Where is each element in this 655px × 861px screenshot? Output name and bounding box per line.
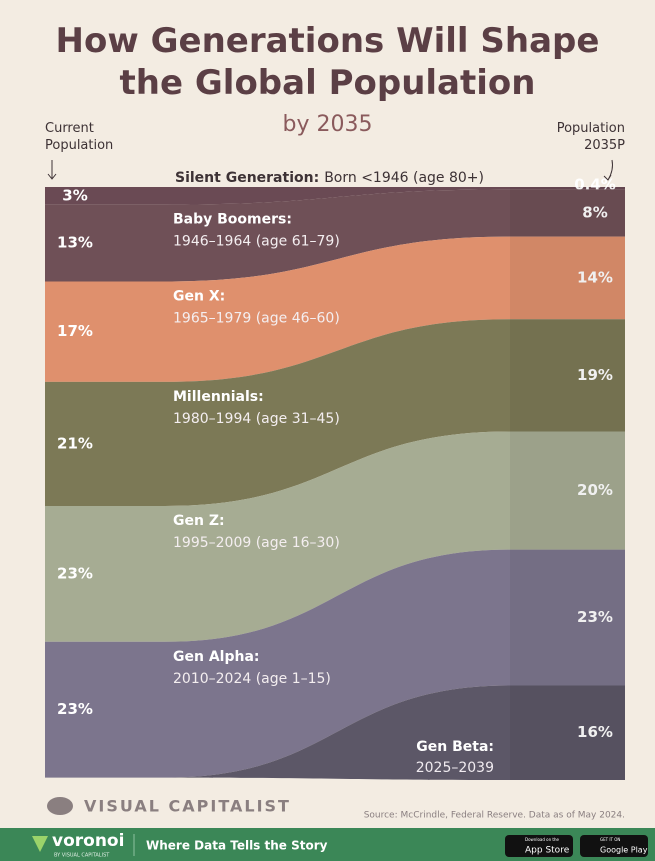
value-label: 23% [577, 608, 613, 626]
value-label: 0.4% [574, 176, 616, 194]
publisher: VISUAL CAPITALIST [84, 797, 291, 816]
generation-name: Gen Z: [173, 513, 225, 529]
value-label: 8% [582, 203, 607, 221]
app-sub: BY VISUAL CAPITALIST [54, 853, 110, 859]
axis-arrow [603, 159, 613, 181]
generation-years: 1980–1994 (age 31–45) [173, 411, 340, 427]
logo-mark [47, 797, 73, 815]
right-axis-label: Population 2035P [556, 121, 625, 153]
value-label: 23% [57, 564, 93, 582]
flow-band [45, 236, 625, 382]
value-label: 23% [57, 700, 93, 718]
flow-band [45, 549, 625, 778]
app-name: voronoi [52, 831, 124, 851]
chart-title: How Generations Will Shape the Global Po… [55, 21, 600, 103]
source: Source: McCrindle, Federal Reserve. Data… [364, 811, 625, 821]
generation-years: 1946–1964 (age 61–79) [173, 234, 340, 250]
generation-years: 1965–1979 (age 46–60) [173, 311, 340, 327]
generation-name: Gen Alpha: [173, 649, 260, 665]
flow-band [45, 319, 625, 506]
flow-band [45, 187, 625, 205]
generation-label: Silent Generation: Born <1946 (age 80+) [175, 170, 484, 186]
flow-band [45, 685, 625, 780]
generation-years: 2010–2024 (age 1–15) [173, 671, 331, 687]
generation-years: 2025–2039 [416, 760, 494, 776]
generation-name: Gen X: [173, 289, 225, 305]
generation-name: Silent Generation: [175, 170, 319, 186]
flow-band [45, 431, 625, 642]
app-logo [32, 836, 48, 852]
value-label: 21% [57, 434, 93, 452]
app-store-label: App Store [525, 846, 570, 856]
google-label: Google Play [600, 846, 648, 855]
left-axis-label: Current Population [45, 121, 114, 153]
value-label: 20% [577, 481, 613, 499]
chart-subtitle: by 2035 [282, 112, 373, 137]
axis-arrow [47, 160, 57, 180]
generation-years: Born <1946 (age 80+) [324, 170, 484, 186]
value-label: 16% [577, 723, 613, 741]
generation-years: 1995–2009 (age 16–30) [173, 535, 340, 551]
tagline: Where Data Tells the Story [146, 839, 328, 853]
right-column-shade [510, 187, 625, 780]
generation-name: Baby Boomers: [173, 212, 292, 228]
generation-name: Gen Beta: [416, 739, 494, 755]
generation-name: Millennials: [173, 389, 264, 405]
google-play-button[interactable] [580, 835, 648, 857]
flow-band [45, 189, 625, 282]
google-small: GET IT ON [600, 837, 620, 842]
value-label: 13% [57, 234, 93, 252]
value-label: 17% [57, 322, 93, 340]
value-label: 3% [62, 186, 87, 204]
value-label: 14% [577, 268, 613, 286]
app-store-button[interactable] [505, 835, 573, 857]
app-store-small: Download on the [525, 837, 560, 842]
value-label: 19% [577, 366, 613, 384]
